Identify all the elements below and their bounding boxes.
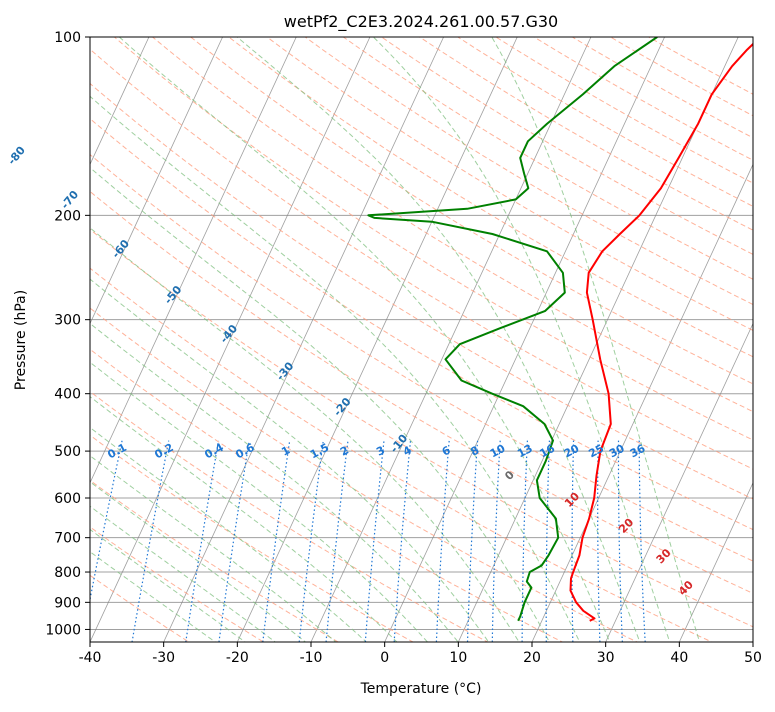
x-tick-label: -20 [226, 650, 249, 666]
y-axis-label: Pressure (hPa) [13, 290, 29, 390]
y-tick-label: 500 [54, 444, 81, 460]
y-tick-label: 800 [54, 565, 81, 581]
y-tick-label: 600 [54, 491, 81, 507]
y-tick-label: 300 [54, 313, 81, 329]
x-tick-label: -30 [152, 650, 175, 666]
y-tick-label: 1000 [45, 622, 81, 638]
y-tick-label: 400 [54, 387, 81, 403]
x-tick-label: -10 [300, 650, 323, 666]
x-tick-label: 20 [523, 650, 541, 666]
x-tick-label: 0 [380, 650, 389, 666]
x-tick-label: -40 [79, 650, 102, 666]
x-tick-label: 40 [670, 650, 688, 666]
x-tick-label: 50 [744, 650, 762, 666]
chart-title: wetPf2_C2E3.2024.261.00.57.G30 [284, 12, 558, 32]
x-tick-label: 30 [597, 650, 615, 666]
y-tick-label: 700 [54, 531, 81, 547]
y-tick-label: 200 [54, 208, 81, 224]
y-tick-label: 900 [54, 595, 81, 611]
x-tick-label: 10 [449, 650, 467, 666]
y-tick-label: 100 [54, 30, 81, 46]
plot-area [90, 37, 753, 642]
x-axis-label: Temperature (°C) [360, 681, 482, 697]
